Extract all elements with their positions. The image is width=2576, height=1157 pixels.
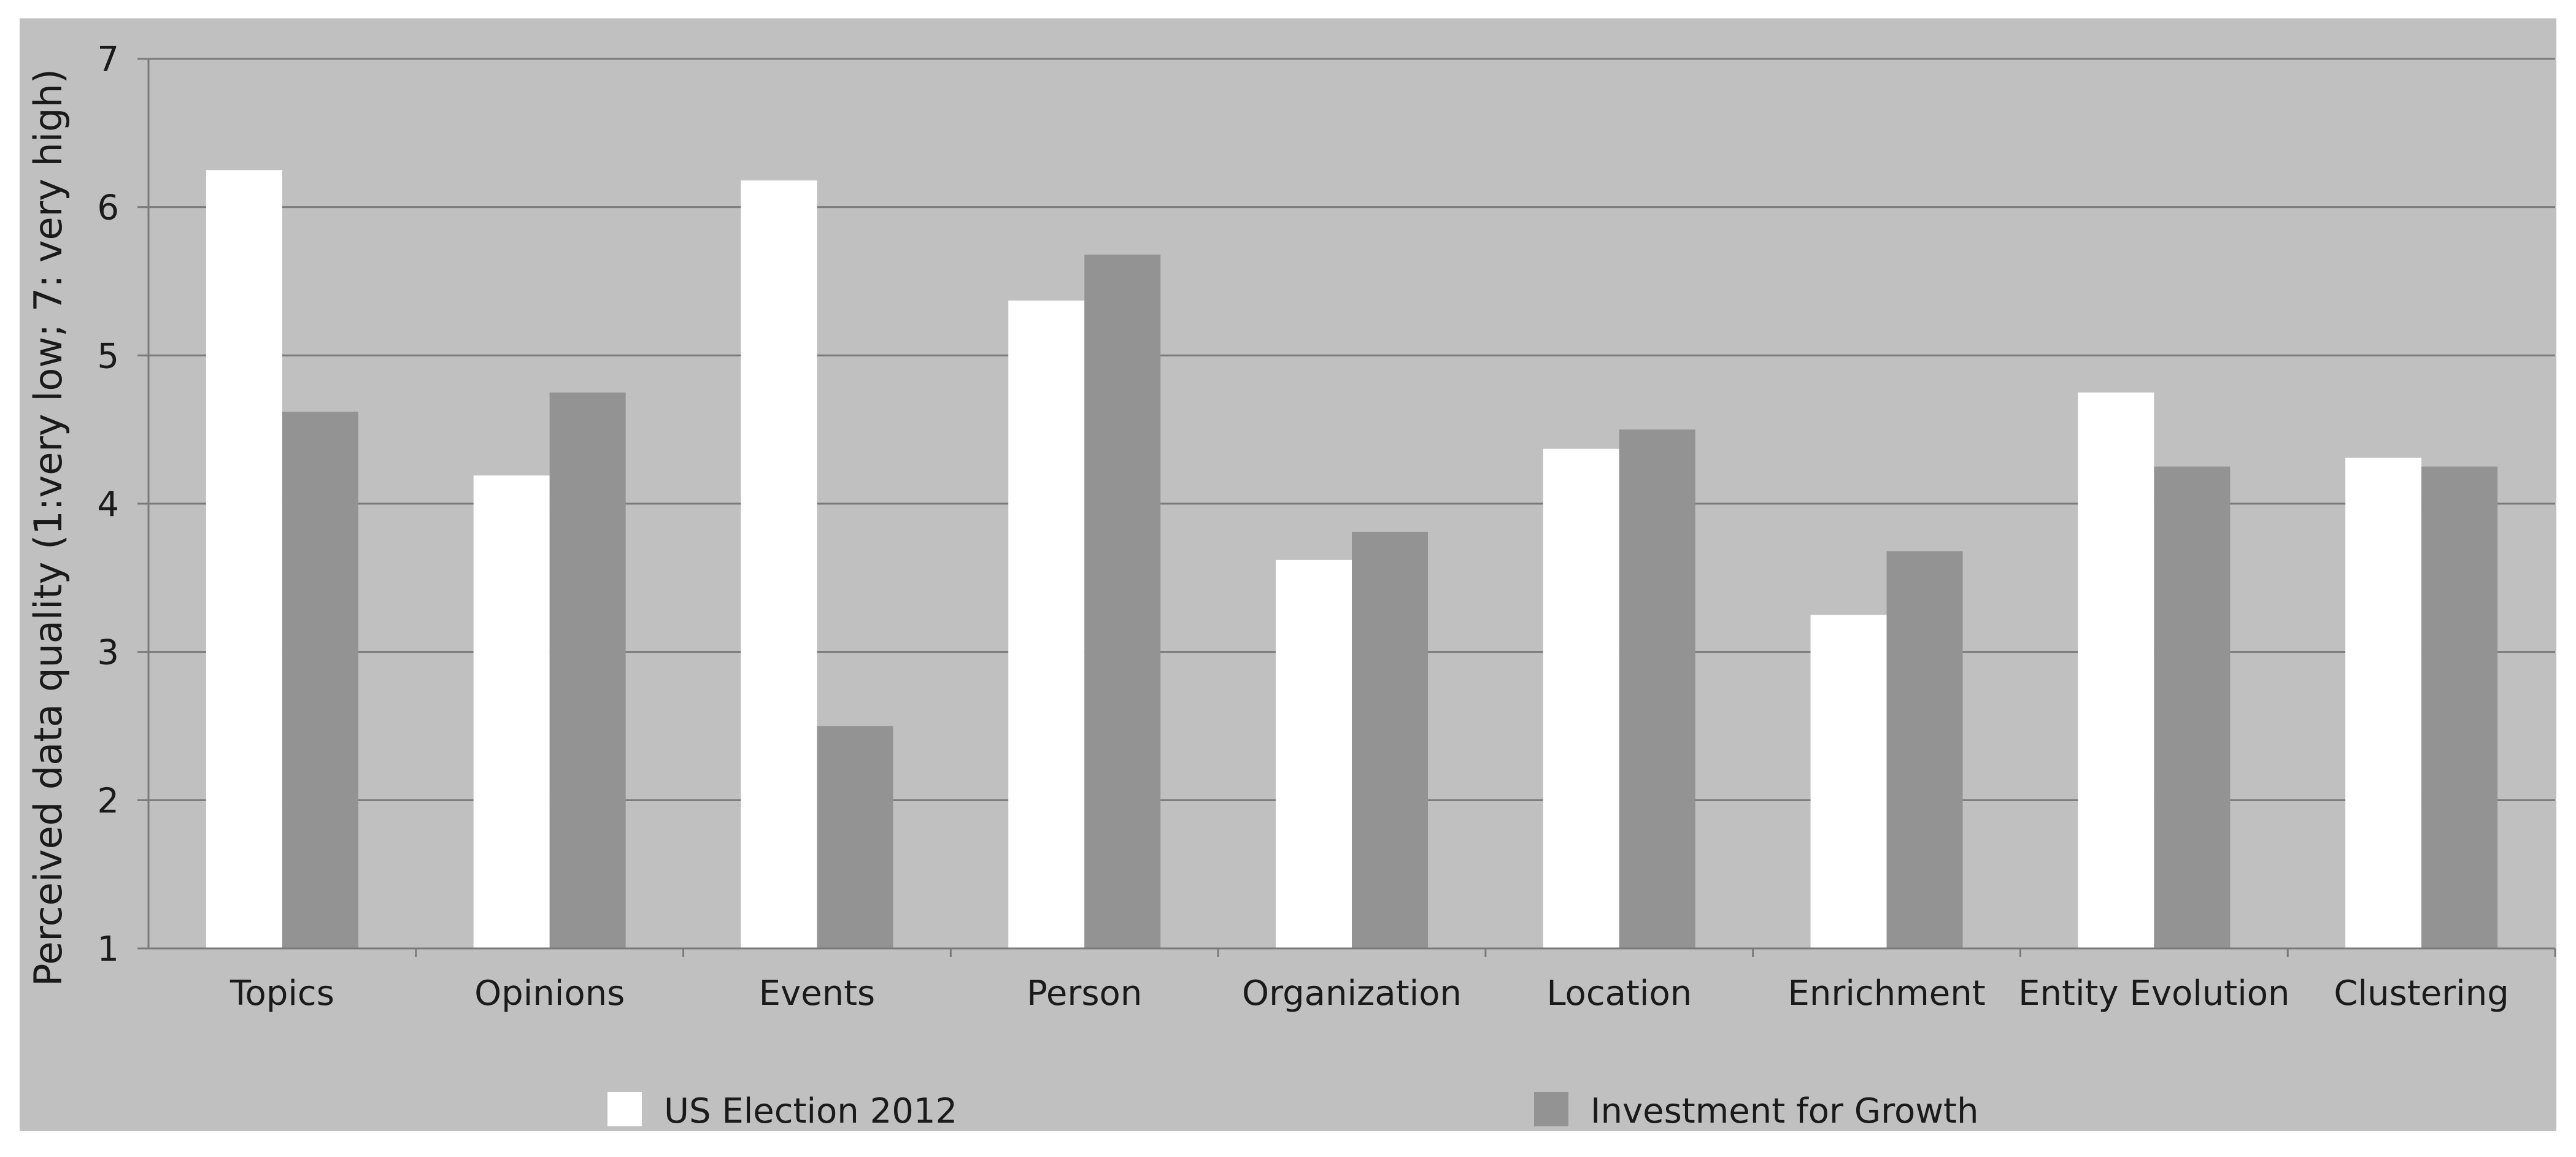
x-category-label: Topics bbox=[229, 974, 334, 1013]
y-tick-label: 2 bbox=[97, 781, 119, 821]
bar-us-election-2012 bbox=[2345, 458, 2422, 948]
y-tick-label: 7 bbox=[97, 40, 119, 80]
bar-investment-for-growth bbox=[2154, 466, 2231, 948]
legend-swatch bbox=[607, 1092, 642, 1126]
legend-label: Investment for Growth bbox=[1591, 1091, 1979, 1131]
y-tick-label: 1 bbox=[97, 929, 119, 969]
y-tick-label: 3 bbox=[97, 633, 119, 673]
x-category-label: Organization bbox=[1242, 974, 1462, 1013]
bar-investment-for-growth bbox=[1084, 255, 1161, 948]
x-category-label: Location bbox=[1546, 974, 1692, 1013]
bar-investment-for-growth bbox=[1619, 429, 1695, 948]
y-tick-label: 5 bbox=[97, 336, 119, 376]
bar-us-election-2012 bbox=[1810, 615, 1887, 948]
x-category-label: Opinions bbox=[474, 974, 625, 1013]
legend: US Election 2012 Investment for Growth bbox=[607, 1091, 1979, 1131]
legend-swatch bbox=[1534, 1092, 1568, 1126]
bar-us-election-2012 bbox=[1543, 448, 1619, 948]
x-category-label: Entity Evolution bbox=[2018, 974, 2289, 1013]
bar-us-election-2012 bbox=[1008, 300, 1085, 949]
x-category-label: Clustering bbox=[2334, 974, 2509, 1013]
bar-us-election-2012 bbox=[741, 180, 817, 949]
bar-investment-for-growth bbox=[549, 392, 626, 948]
bar-us-election-2012 bbox=[1276, 559, 1352, 948]
y-axis-title: Perceived data quality (1:very low; 7: v… bbox=[26, 69, 71, 986]
x-category-label: Events bbox=[759, 974, 876, 1013]
bar-us-election-2012 bbox=[2078, 392, 2154, 948]
axes bbox=[137, 58, 2556, 957]
bar-investment-for-growth bbox=[1886, 551, 1963, 948]
bar-investment-for-growth bbox=[1352, 531, 1428, 948]
x-category-label: Enrichment bbox=[1787, 974, 1985, 1013]
y-tick-label: 6 bbox=[97, 188, 119, 228]
legend-label: US Election 2012 bbox=[664, 1091, 957, 1131]
bar-us-election-2012 bbox=[206, 170, 282, 948]
y-tick-label: 4 bbox=[97, 485, 119, 525]
axis-labels: 1 2 3 4 5 6 7 Topics Opinions Events Person Organiz… bbox=[97, 40, 2509, 1013]
bar-investment-for-growth bbox=[817, 726, 893, 948]
bar-us-election-2012 bbox=[473, 475, 550, 948]
bar-investment-for-growth bbox=[282, 412, 358, 948]
x-category-label: Person bbox=[1027, 974, 1142, 1013]
bars bbox=[206, 170, 2498, 949]
bar-investment-for-growth bbox=[2421, 466, 2498, 948]
